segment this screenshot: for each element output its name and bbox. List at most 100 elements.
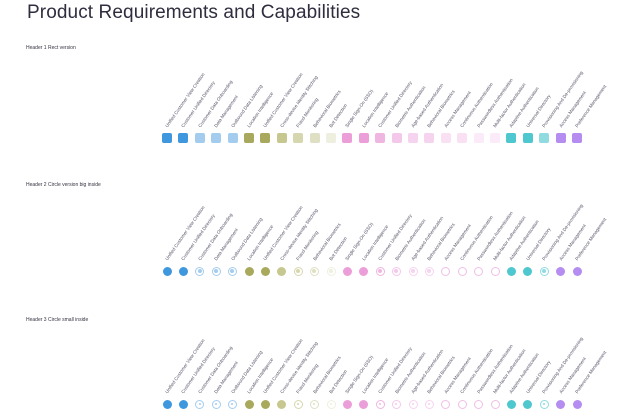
capability-marker[interactable] [244,399,254,409]
capability-marker[interactable] [474,266,484,276]
capability-label: Single Sign-On (SSO) [344,354,375,395]
capability-marker[interactable] [572,133,582,143]
capability-marker[interactable] [178,399,188,409]
capability-label: Continuous Authentication [459,81,495,129]
capability-marker[interactable] [310,266,320,276]
capability-marker[interactable] [506,133,517,143]
capability-marker[interactable] [474,399,484,409]
capability-marker[interactable] [211,399,221,409]
capability-marker[interactable] [408,266,418,276]
capability-marker[interactable] [293,399,303,409]
capability-marker[interactable] [392,399,402,409]
capability-marker[interactable] [556,266,566,276]
capability-marker[interactable] [506,266,516,276]
capability-marker[interactable] [326,399,336,409]
capability-marker[interactable] [194,133,205,143]
capability-marker[interactable] [375,399,385,409]
capability-marker[interactable] [522,133,533,143]
capability-marker[interactable] [523,399,533,409]
capability-marker[interactable] [359,266,369,276]
capability-marker[interactable] [375,133,386,143]
capability-marker[interactable] [392,266,402,276]
capability-marker[interactable] [441,266,451,276]
capability-marker[interactable] [162,399,172,409]
capability-marker[interactable] [408,399,418,409]
capability-marker[interactable] [227,133,238,143]
capability-marker[interactable] [490,133,500,143]
capability-marker[interactable] [293,266,303,276]
capability-label: Bot Detection [328,235,349,262]
capability-label: Access Management [557,223,587,262]
capability-marker[interactable] [457,133,468,143]
capability-label: Passwordless Authentication [475,210,514,262]
section-header-circle-big: Header 2 Circle version big inside [26,182,101,188]
capability-marker[interactable] [490,399,500,409]
capability-marker[interactable] [326,266,336,276]
capability-marker[interactable] [178,133,189,143]
capability-label: Universal Directory [524,93,552,129]
capability-marker[interactable] [293,133,304,143]
capability-marker[interactable] [523,266,533,276]
capability-marker[interactable] [211,266,221,276]
capability-marker[interactable] [441,399,451,409]
capability-label: Universal Directory [524,359,552,395]
capability-label: Customer Unified Directory [180,213,217,262]
capability-marker[interactable] [424,266,434,276]
capability-marker[interactable] [556,399,566,409]
capability-marker[interactable] [228,399,238,409]
capability-marker[interactable] [309,133,320,143]
capability-marker[interactable] [310,399,320,409]
capability-marker[interactable] [539,133,550,143]
capability-marker[interactable] [162,133,172,143]
capability-marker[interactable] [539,399,549,409]
capability-marker[interactable] [440,133,451,143]
capability-marker[interactable] [260,133,271,143]
capability-marker[interactable] [260,399,270,409]
capability-label: Bot Detection [328,368,349,395]
capability-marker[interactable] [506,399,516,409]
capability-marker[interactable] [228,266,238,276]
capability-label: Unified Customer View Creation [262,71,305,129]
capability-marker[interactable] [195,399,205,409]
capability-marker[interactable] [195,266,205,276]
capability-marker[interactable] [572,266,582,276]
capability-label: Single Sign-On (SSO) [344,88,375,129]
capability-marker[interactable] [178,266,188,276]
capability-marker[interactable] [408,133,418,143]
capability-marker[interactable] [277,266,287,276]
capability-marker[interactable] [277,399,287,409]
capability-marker[interactable] [572,399,582,409]
capability-marker[interactable] [457,399,467,409]
capability-marker[interactable] [162,266,172,276]
capability-marker[interactable] [424,399,434,409]
capability-marker[interactable] [244,266,254,276]
capability-marker[interactable] [342,266,352,276]
capability-label: Multi-factor Authentication [492,348,527,395]
capability-marker[interactable] [424,133,435,143]
capability-marker[interactable] [358,133,369,143]
capability-marker[interactable] [211,133,222,143]
capability-marker[interactable] [555,133,566,143]
capability-label: Adaptive Authentication [508,352,541,395]
capability-marker[interactable] [539,266,549,276]
capability-label: Universal Directory [524,226,552,262]
capability-marker[interactable] [244,133,254,143]
capability-marker[interactable] [473,133,484,143]
capability-label: Location Intelligence [360,224,390,262]
capability-marker[interactable] [276,133,287,143]
capability-label: Age-based Authentication [410,82,445,129]
capability-label: Continuous Authentication [459,214,495,262]
capability-marker[interactable] [342,133,353,143]
capability-marker[interactable] [375,266,385,276]
capability-marker[interactable] [260,266,270,276]
capability-marker[interactable] [457,266,467,276]
capability-marker[interactable] [342,399,352,409]
capability-marker[interactable] [359,399,369,409]
capability-label: Adaptive Authentication [508,86,541,129]
capability-marker[interactable] [490,266,500,276]
capability-marker[interactable] [326,133,336,143]
capability-label: Unified Customer View Creation [164,204,206,262]
capability-marker[interactable] [391,133,402,143]
capability-label: Location Intelligence [246,91,275,129]
section-header-rect: Header 1 Rect version [26,45,76,51]
